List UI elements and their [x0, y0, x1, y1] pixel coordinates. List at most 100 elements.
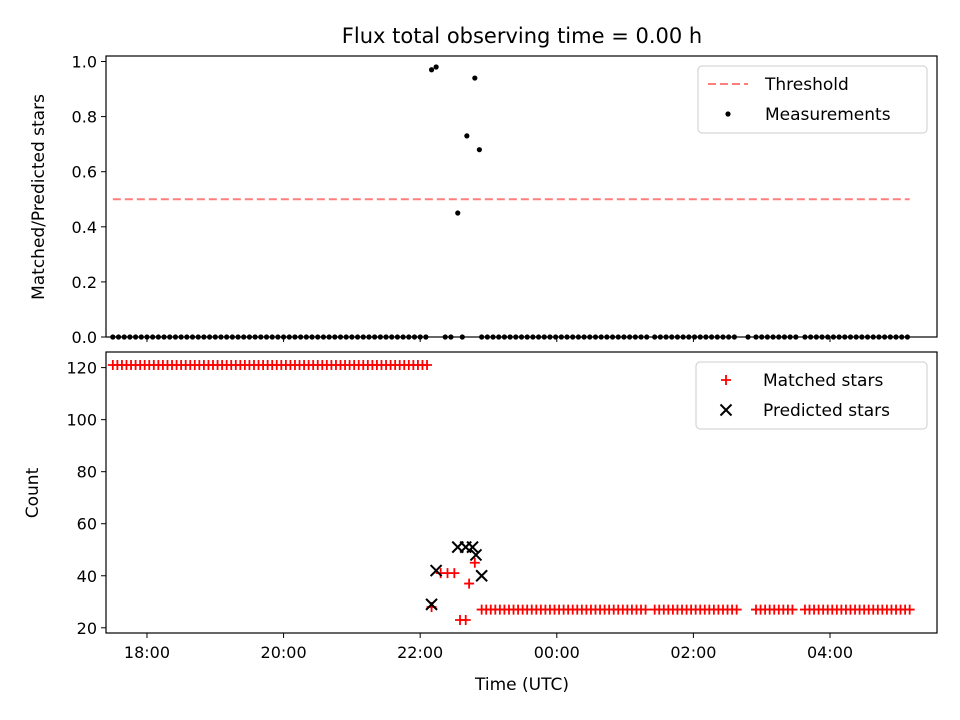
- measurement-point: [864, 334, 871, 340]
- measurement-point: [581, 334, 587, 340]
- top-legend: Threshold Measurements: [697, 65, 928, 134]
- measurement-point: [349, 334, 355, 340]
- measurement-point: [709, 334, 715, 340]
- predicted-star-point: [475, 569, 488, 582]
- measurement-point: [138, 334, 144, 340]
- measurement-point: [553, 334, 559, 340]
- measurement-point: [830, 334, 837, 340]
- measurement-point: [121, 334, 127, 340]
- measurement-point: [189, 334, 196, 340]
- bottom-legend: Matched stars Predicted stars: [695, 361, 928, 430]
- measurement-point: [201, 334, 207, 340]
- chart-title: Flux total observing time = 0.00 h: [342, 24, 702, 48]
- legend-measurements-swatch: [725, 111, 731, 117]
- measurement-point: [632, 334, 638, 340]
- measurement-point: [882, 334, 888, 340]
- measurement-point: [893, 334, 899, 340]
- measurement-point: [558, 334, 564, 340]
- 0-ytick-label: 0.4: [72, 218, 97, 237]
- predicted-stars-series: [425, 540, 488, 611]
- measurement-point: [570, 334, 576, 340]
- top-panel: 0.0 0.2 0.4 0.6 0.8 1.0 Threshold Measurements: [72, 53, 938, 347]
- measurement-point: [269, 334, 275, 340]
- 1-ytick-label: 20: [77, 619, 97, 638]
- measurement-point: [490, 334, 496, 340]
- measurement-point: [172, 334, 179, 340]
- measurement-point: [132, 334, 139, 340]
- top-y-axis-label: Matched/Predicted stars: [29, 94, 49, 300]
- measurement-point: [598, 334, 604, 340]
- 0-ytick-label: 0.6: [72, 163, 97, 182]
- measurement-point: [726, 334, 732, 340]
- legend-matched-swatch: [721, 375, 731, 385]
- matched-star-point: [787, 604, 798, 615]
- measurement-point: [781, 334, 788, 340]
- x-tick-label: 18:00: [124, 643, 170, 662]
- measurement-point: [669, 334, 675, 340]
- measurement-point: [615, 334, 621, 340]
- measurement-point: [876, 334, 882, 340]
- measurement-point: [252, 334, 258, 340]
- measurement-point: [592, 334, 599, 340]
- measurement-point: [229, 334, 235, 340]
- measurement-point: [383, 334, 389, 340]
- measurement-point: [218, 334, 224, 340]
- measurement-point: [354, 334, 361, 340]
- measurement-point: [564, 334, 570, 340]
- measurement-point: [115, 334, 122, 340]
- measurement-point: [417, 334, 423, 340]
- measurement-point: [770, 334, 776, 340]
- x-tick-label: 02:00: [670, 643, 716, 662]
- measurement-point: [212, 334, 218, 340]
- bottom-y-axis-label: Count: [23, 467, 43, 518]
- matched-star-point: [449, 568, 460, 579]
- measurement-point: [110, 334, 116, 340]
- measurement-point: [476, 147, 482, 153]
- measurement-point: [870, 334, 876, 340]
- x-tick-label: 22:00: [397, 643, 443, 662]
- measurement-point: [575, 334, 582, 340]
- measurement-point: [343, 334, 349, 340]
- measurement-point: [459, 334, 465, 340]
- measurement-point: [360, 334, 366, 340]
- 1-ytick-label: 120: [66, 359, 97, 378]
- 1-ytick-label: 60: [77, 515, 97, 534]
- measurement-point: [644, 334, 650, 340]
- measurement-point: [337, 334, 344, 340]
- matched-star-point: [460, 614, 471, 625]
- measurement-point: [241, 334, 247, 340]
- measurement-point: [464, 133, 470, 139]
- measurement-point: [389, 334, 395, 340]
- 0-ytick-label: 0.0: [72, 328, 97, 347]
- 0-ytick-label: 1.0: [72, 53, 97, 72]
- measurement-point: [518, 334, 525, 340]
- measurement-point: [286, 334, 292, 340]
- measurement-point: [825, 334, 831, 340]
- x-tick-label: 00:00: [534, 643, 580, 662]
- measurements-series: [110, 64, 911, 340]
- legend-predicted-swatch: [719, 403, 733, 417]
- measurement-point: [853, 334, 859, 340]
- measurement-point: [442, 334, 448, 340]
- measurement-point: [657, 334, 663, 340]
- x-tick-label: 04:00: [807, 643, 853, 662]
- measurement-point: [377, 334, 383, 340]
- measurement-point: [535, 334, 542, 340]
- measurement-point: [776, 334, 782, 340]
- measurement-point: [697, 334, 703, 340]
- measurement-point: [155, 334, 161, 340]
- measurement-point: [315, 334, 321, 340]
- x-axis-label: Time (UTC): [474, 675, 569, 695]
- 1-ytick-label: 40: [77, 567, 97, 586]
- measurement-point: [309, 334, 315, 340]
- measurement-point: [507, 334, 513, 340]
- measurement-point: [859, 334, 865, 340]
- measurement-point: [303, 334, 309, 340]
- measurement-point: [887, 334, 893, 340]
- measurement-point: [394, 334, 401, 340]
- measurement-point: [587, 334, 593, 340]
- measurement-point: [720, 334, 726, 340]
- measurement-point: [178, 334, 184, 340]
- measurement-point: [802, 334, 808, 340]
- measurement-point: [847, 334, 854, 340]
